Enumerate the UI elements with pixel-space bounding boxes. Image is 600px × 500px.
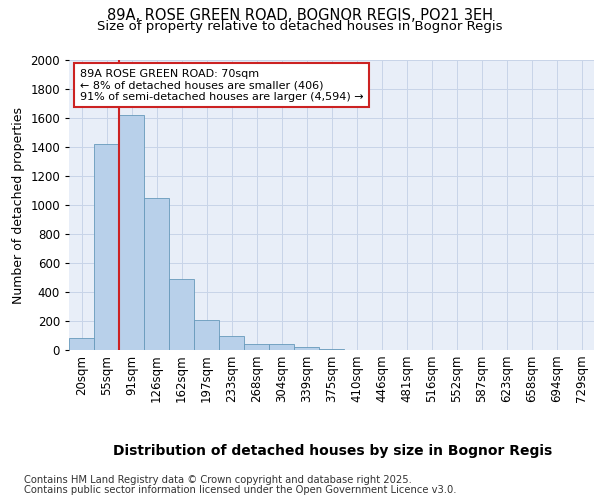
Bar <box>219 336 244 350</box>
Bar <box>69 338 94 350</box>
Bar <box>269 344 294 350</box>
Bar <box>244 344 269 350</box>
Text: 89A ROSE GREEN ROAD: 70sqm
← 8% of detached houses are smaller (406)
91% of semi: 89A ROSE GREEN ROAD: 70sqm ← 8% of detac… <box>79 68 363 102</box>
Bar <box>194 320 219 350</box>
Text: Contains public sector information licensed under the Open Government Licence v3: Contains public sector information licen… <box>24 485 457 495</box>
Y-axis label: Number of detached properties: Number of detached properties <box>11 106 25 304</box>
Bar <box>119 115 144 350</box>
Bar <box>294 347 319 350</box>
Bar <box>169 279 194 350</box>
Bar <box>94 144 119 350</box>
Text: Size of property relative to detached houses in Bognor Regis: Size of property relative to detached ho… <box>97 20 503 33</box>
Text: Contains HM Land Registry data © Crown copyright and database right 2025.: Contains HM Land Registry data © Crown c… <box>24 475 412 485</box>
Text: Distribution of detached houses by size in Bognor Regis: Distribution of detached houses by size … <box>113 444 553 458</box>
Text: 89A, ROSE GREEN ROAD, BOGNOR REGIS, PO21 3EH: 89A, ROSE GREEN ROAD, BOGNOR REGIS, PO21… <box>107 8 493 22</box>
Bar <box>144 198 169 350</box>
